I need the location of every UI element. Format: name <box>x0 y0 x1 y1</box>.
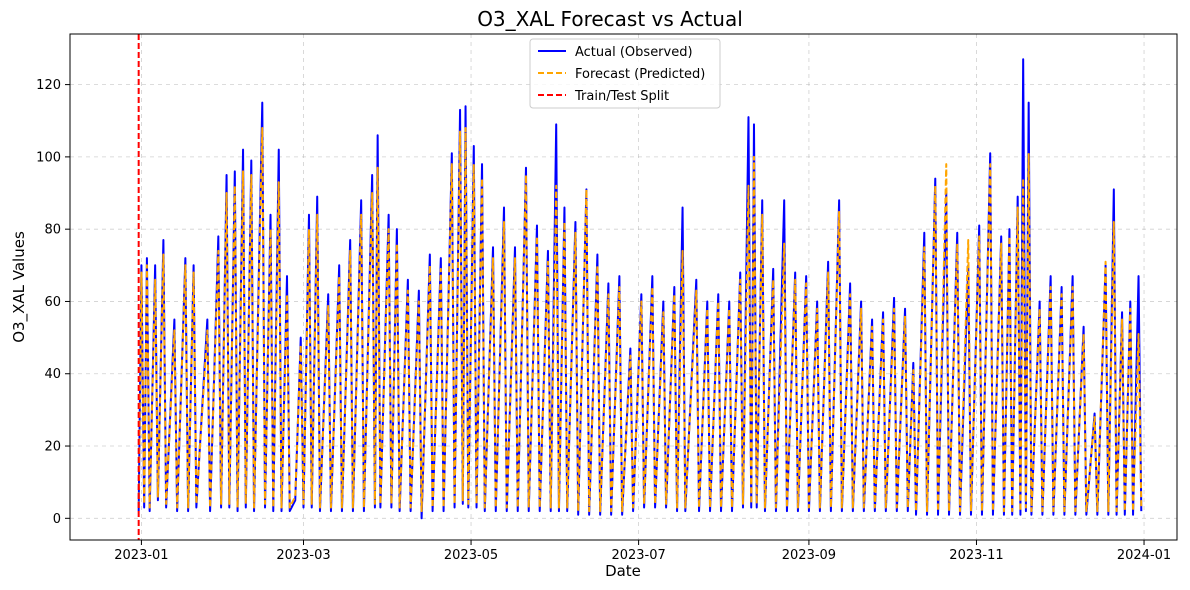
chart-title: O3_XAL Forecast vs Actual <box>477 7 743 31</box>
y-tick-label: 120 <box>36 78 61 93</box>
y-tick-label: 0 <box>53 512 61 527</box>
y-tick-label: 80 <box>44 223 61 238</box>
y-tick-label: 60 <box>44 295 61 310</box>
series-line-forecast <box>137 126 1143 513</box>
y-tick-label: 100 <box>36 150 61 165</box>
plot-area-frame <box>69 33 1178 541</box>
legend: Actual (Observed) Forecast (Predicted) T… <box>529 38 721 109</box>
x-tick-label: 2023-09 <box>782 548 836 563</box>
legend-box <box>529 38 721 109</box>
x-tick-label: 2023-07 <box>611 548 665 563</box>
legend-label-split: Train/Test Split <box>574 89 669 104</box>
x-tick-label: 2023-11 <box>949 548 1003 563</box>
x-axis: 2023-01 2023-03 2023-05 2023-07 2023-09 2023-… <box>114 540 1171 563</box>
x-axis-label: Date <box>605 562 641 580</box>
y-axis-label: O3_XAL Values <box>10 231 29 343</box>
x-tick-label: 2023-03 <box>276 548 330 563</box>
y-tick-label: 40 <box>44 367 61 382</box>
y-axis: 0 20 40 60 80 100 120 <box>36 78 70 527</box>
x-tick-label: 2024-01 <box>1117 548 1171 563</box>
x-tick-label: 2023-05 <box>444 548 498 563</box>
x-tick-label: 2023-01 <box>114 548 168 563</box>
legend-label-actual: Actual (Observed) <box>575 45 693 60</box>
legend-label-forecast: Forecast (Predicted) <box>575 67 705 82</box>
y-tick-label: 20 <box>44 440 61 455</box>
series-layer <box>137 58 1143 520</box>
